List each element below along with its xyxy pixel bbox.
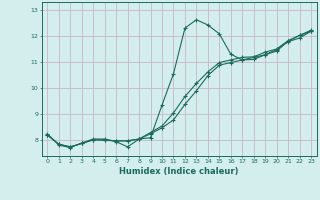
X-axis label: Humidex (Indice chaleur): Humidex (Indice chaleur) [119,167,239,176]
